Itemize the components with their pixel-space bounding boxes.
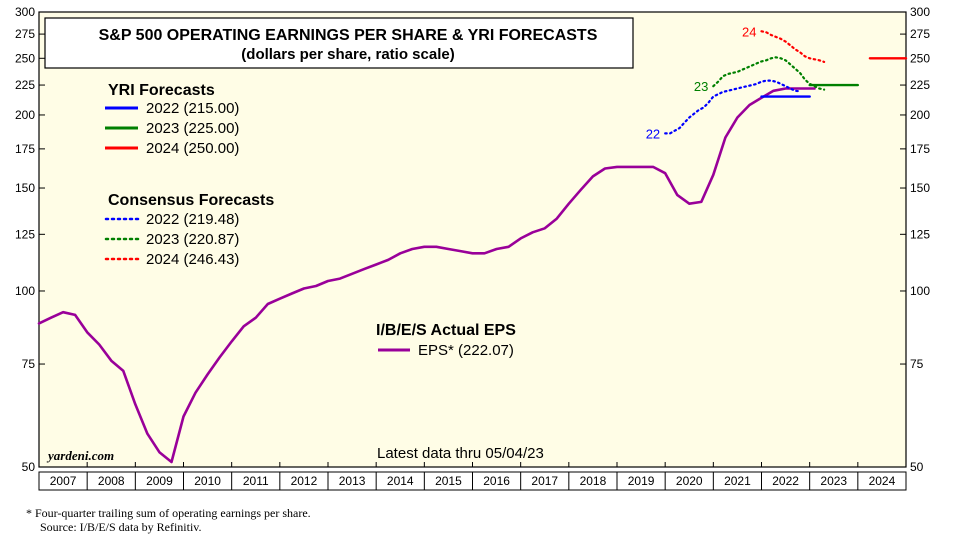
y-tick-label-left-100: 100 xyxy=(15,284,35,298)
y-axis-left: 50 75 100 125 150 175 200 225 250 275 300 xyxy=(15,5,45,474)
consensus-legend-label-2024: 2024 (246.43) xyxy=(146,251,239,268)
brand-label: yardeni.com xyxy=(46,448,114,463)
y-tick-label-left-150: 150 xyxy=(15,181,35,195)
yri-legend-label-2022: 2022 (215.00) xyxy=(146,100,239,117)
series-start-label-3: 24 xyxy=(742,24,756,39)
series-line-1 xyxy=(664,79,802,135)
x-tick-label-2023: 2023 xyxy=(820,474,847,488)
y-tick-label-right-100: 100 xyxy=(910,284,930,298)
footnote-2: Source: I/B/E/S data by Refinitiv. xyxy=(40,520,202,534)
eps-legend-label: EPS* (222.07) xyxy=(418,342,514,359)
consensus-legend-heading: Consensus Forecasts xyxy=(108,192,274,209)
eps-legend: I/B/E/S Actual EPS EPS* (222.07) xyxy=(376,322,516,359)
yri-legend-heading: YRI Forecasts xyxy=(108,82,215,99)
series-layer: 22 23 24 xyxy=(37,24,908,464)
y-tick-label-right-250: 250 xyxy=(910,51,930,65)
yri-legend-label-2023: 2023 (225.00) xyxy=(146,120,239,137)
y-tick-label-right-75: 75 xyxy=(910,357,924,371)
consensus-legend-label-2023: 2023 (220.87) xyxy=(146,231,239,248)
x-tick-label-2011: 2011 xyxy=(243,474,269,488)
series-line-0 xyxy=(37,87,816,464)
series-line-2 xyxy=(712,56,826,91)
eps-legend-heading: I/B/E/S Actual EPS xyxy=(376,322,516,339)
x-tick-label-2019: 2019 xyxy=(628,474,655,488)
title-box xyxy=(44,17,634,69)
y-tick-label-right-125: 125 xyxy=(910,227,930,241)
chart-subtitle: (dollars per share, ratio scale) xyxy=(241,46,454,63)
x-tick-label-2024: 2024 xyxy=(869,474,896,488)
y-tick-label-left-275: 275 xyxy=(15,27,35,41)
y-tick-label-left-125: 125 xyxy=(15,227,35,241)
x-tick-label-2009: 2009 xyxy=(146,474,173,488)
x-tick-label-2017: 2017 xyxy=(531,474,558,488)
consensus-legend: Consensus Forecasts 2022 (219.48) 2023 (… xyxy=(104,192,274,268)
x-tick-label-2012: 2012 xyxy=(291,474,318,488)
x-tick-label-2007: 2007 xyxy=(50,474,77,488)
y-tick-label-left-200: 200 xyxy=(15,108,35,122)
y-tick-label-left-175: 175 xyxy=(15,142,35,156)
x-tick-label-2020: 2020 xyxy=(676,474,703,488)
x-tick-label-2018: 2018 xyxy=(580,474,607,488)
x-tick-label-2015: 2015 xyxy=(435,474,462,488)
latest-data-note: Latest data thru 05/04/23 xyxy=(377,445,544,462)
chart-title: S&P 500 OPERATING EARNINGS PER SHARE & Y… xyxy=(99,27,598,44)
y-axis-right: 50 75 100 125 150 175 200 225 250 275 300 xyxy=(900,5,930,474)
x-tick-label-2010: 2010 xyxy=(194,474,221,488)
x-tick-label-2014: 2014 xyxy=(387,474,414,488)
x-tick-label-2008: 2008 xyxy=(98,474,125,488)
series-start-label-2: 23 xyxy=(694,79,708,94)
series-start-label-1: 22 xyxy=(646,126,660,141)
x-tick-label-2021: 2021 xyxy=(724,474,751,488)
x-tick-label-2013: 2013 xyxy=(339,474,366,488)
y-tick-label-right-50: 50 xyxy=(910,460,924,474)
y-tick-label-right-200: 200 xyxy=(910,108,930,122)
y-tick-label-right-275: 275 xyxy=(910,27,930,41)
y-tick-label-right-300: 300 xyxy=(910,5,930,19)
y-tick-label-right-175: 175 xyxy=(910,142,930,156)
yri-legend-label-2024: 2024 (250.00) xyxy=(146,140,239,157)
y-tick-label-left-50: 50 xyxy=(22,460,36,474)
y-tick-label-left-75: 75 xyxy=(22,357,36,371)
y-tick-label-left-225: 225 xyxy=(15,78,35,92)
yri-legend: YRI Forecasts 2022 (215.00) 2023 (225.00… xyxy=(105,82,239,157)
y-tick-label-left-250: 250 xyxy=(15,51,35,65)
footnote-1: * Four-quarter trailing sum of operating… xyxy=(26,506,311,520)
x-tick-label-2016: 2016 xyxy=(483,474,510,488)
y-tick-label-right-150: 150 xyxy=(910,181,930,195)
y-tick-label-left-300: 300 xyxy=(15,5,35,19)
series-line-3 xyxy=(760,30,826,64)
y-tick-label-right-225: 225 xyxy=(910,78,930,92)
x-axis: 2007 2008 2009 2010 2011 2012 2013 2014 2015 2016… xyxy=(38,462,907,491)
plot-background xyxy=(38,11,907,468)
consensus-legend-label-2022: 2022 (219.48) xyxy=(146,211,239,228)
x-tick-label-2022: 2022 xyxy=(772,474,799,488)
